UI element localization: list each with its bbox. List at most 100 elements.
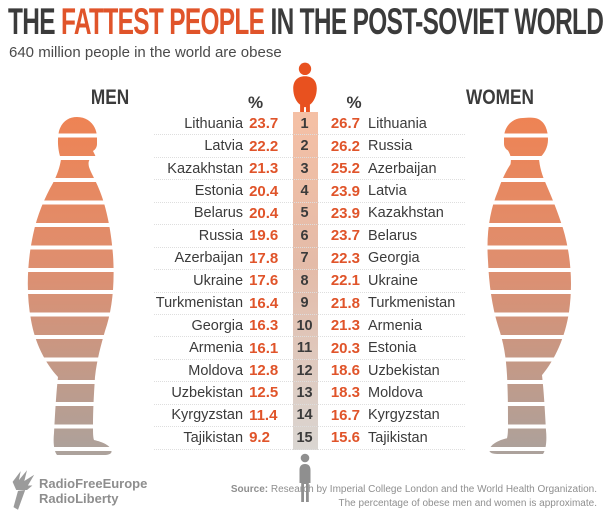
men-country: Ukraine <box>193 272 244 289</box>
rank-badge: 11 <box>296 340 313 357</box>
women-country: Kazakhstan <box>368 205 444 222</box>
women-country: Turkmenistan <box>368 295 456 312</box>
table-row: Uzbekistan 12.5 13 18.3 Moldova <box>154 382 465 405</box>
men-country: Estonia <box>194 183 244 200</box>
rank-badge: 12 <box>296 362 313 379</box>
woman-slice-stripes <box>471 115 593 455</box>
table-row: Azerbaijan 17.8 7 22.3 Georgia <box>154 248 465 271</box>
brand-line1: RadioFreeEurope <box>39 476 148 491</box>
ranking-table: Lithuania 23.7 1 26.7 Lithuania Latvia 22.2 2 2… <box>154 113 465 450</box>
table-row: Kyrgyzstan 11.4 14 16.7 Kyrgyzstan <box>154 405 465 428</box>
men-percent: 12.8 <box>249 362 279 380</box>
women-percent: 22.1 <box>330 272 361 290</box>
men-percent: 22.2 <box>249 137 279 155</box>
source-line1: Source: Research by Imperial College Lon… <box>231 483 597 497</box>
women-percent-header: % <box>346 93 362 112</box>
men-country: Latvia <box>204 138 244 155</box>
women-percent: 23.9 <box>330 204 361 222</box>
obese-man-silhouette <box>9 115 131 455</box>
rank-badge: 4 <box>300 183 309 200</box>
rank-badge: 9 <box>300 295 309 312</box>
men-percent: 16.1 <box>249 339 279 357</box>
women-percent: 20.3 <box>330 339 361 357</box>
rank-badge: 13 <box>296 384 313 401</box>
obese-woman-silhouette <box>471 115 593 455</box>
brand-line2: RadioLiberty <box>39 491 119 506</box>
rank-badge: 7 <box>300 250 309 267</box>
women-percent: 26.7 <box>330 115 361 133</box>
men-country: Uzbekistan <box>171 384 244 401</box>
women-country: Azerbaijan <box>368 160 437 177</box>
rank-badge: 2 <box>300 138 309 155</box>
men-percent: 23.7 <box>249 115 279 133</box>
men-country: Kazakhstan <box>167 160 244 177</box>
men-country: Kyrgyzstan <box>171 407 244 424</box>
women-country: Estonia <box>368 340 417 357</box>
men-country: Belarus <box>193 205 244 222</box>
men-percent-header: % <box>248 93 264 112</box>
men-country: Lithuania <box>184 115 244 132</box>
table-row: Estonia 20.4 4 23.9 Latvia <box>154 180 465 203</box>
men-percent: 20.4 <box>249 204 279 222</box>
source-label: Source: <box>230 484 269 495</box>
women-country: Moldova <box>368 384 423 401</box>
men-percent: 11.4 <box>249 406 278 424</box>
women-country: Tajikistan <box>368 429 428 446</box>
table-row: Kazakhstan 21.3 3 25.2 Azerbaijan <box>154 158 465 181</box>
women-percent: 18.6 <box>330 362 361 380</box>
men-heading: MEN <box>90 86 130 109</box>
men-percent: 17.6 <box>249 272 279 290</box>
man-slice-stripes <box>9 115 131 455</box>
title-highlight: FATTEST PEOPLE <box>60 1 265 42</box>
women-country: Ukraine <box>368 272 418 289</box>
men-country: Armenia <box>189 340 244 357</box>
women-percent: 15.6 <box>330 429 361 447</box>
title-prefix: THE <box>8 1 61 42</box>
women-country: Kyrgyzstan <box>368 407 440 424</box>
table-row: Lithuania 23.7 1 26.7 Lithuania <box>154 113 465 136</box>
women-country: Belarus <box>368 227 418 244</box>
rank-badge: 3 <box>300 160 309 177</box>
women-percent: 16.7 <box>330 406 361 424</box>
men-country: Azerbaijan <box>174 250 244 267</box>
men-percent: 21.3 <box>249 160 279 178</box>
men-percent: 19.6 <box>249 227 279 245</box>
men-country: Tajikistan <box>183 429 244 446</box>
women-country: Armenia <box>368 317 423 334</box>
rank-badge: 1 <box>300 115 309 132</box>
rank-badge: 8 <box>300 272 309 289</box>
rank-badge: 6 <box>300 227 309 244</box>
title-suffix: IN THE POST-SOVIET WORLD <box>264 1 604 42</box>
men-percent: 12.5 <box>249 384 279 402</box>
women-country: Russia <box>368 138 413 155</box>
women-country: Latvia <box>368 183 407 200</box>
rank-badge: 5 <box>300 205 309 222</box>
table-row: Russia 19.6 6 23.7 Belarus <box>154 225 465 248</box>
men-country: Moldova <box>188 362 244 379</box>
source-note: Source: Research by Imperial College Lon… <box>231 483 597 510</box>
table-row: Latvia 22.2 2 26.2 Russia <box>154 135 465 158</box>
table-row: Armenia 16.1 11 20.3 Estonia <box>154 337 465 360</box>
men-country: Turkmenistan <box>155 295 244 312</box>
rank-badge: 15 <box>296 429 313 446</box>
brand-text: RadioFreeEurope RadioLiberty <box>39 476 147 506</box>
obese-person-icon <box>293 62 317 113</box>
women-percent: 23.7 <box>330 227 361 245</box>
women-percent: 18.3 <box>330 384 361 402</box>
table-row: Turkmenistan 16.4 9 21.8 Turkmenistan <box>154 293 465 315</box>
source-text: Research by Imperial College London and … <box>268 484 597 495</box>
women-percent: 22.3 <box>330 249 361 267</box>
table-row: Tajikistan 9.2 15 15.6 Tajikistan <box>154 427 465 450</box>
women-heading: WOMEN <box>466 86 534 109</box>
women-percent: 21.3 <box>330 317 361 335</box>
men-percent: 17.8 <box>249 249 279 267</box>
women-percent: 25.2 <box>330 160 361 178</box>
women-country: Lithuania <box>368 115 427 132</box>
table-row: Ukraine 17.6 8 22.1 Ukraine <box>154 270 465 293</box>
page-title: THE FATTEST PEOPLE IN THE POST-SOVIET WO… <box>8 1 604 43</box>
table-row: Moldova 12.8 12 18.6 Uzbekistan <box>154 360 465 383</box>
women-country: Georgia <box>368 250 420 267</box>
table-row: Belarus 20.4 5 23.9 Kazakhstan <box>154 203 465 226</box>
men-country: Georgia <box>191 317 244 334</box>
